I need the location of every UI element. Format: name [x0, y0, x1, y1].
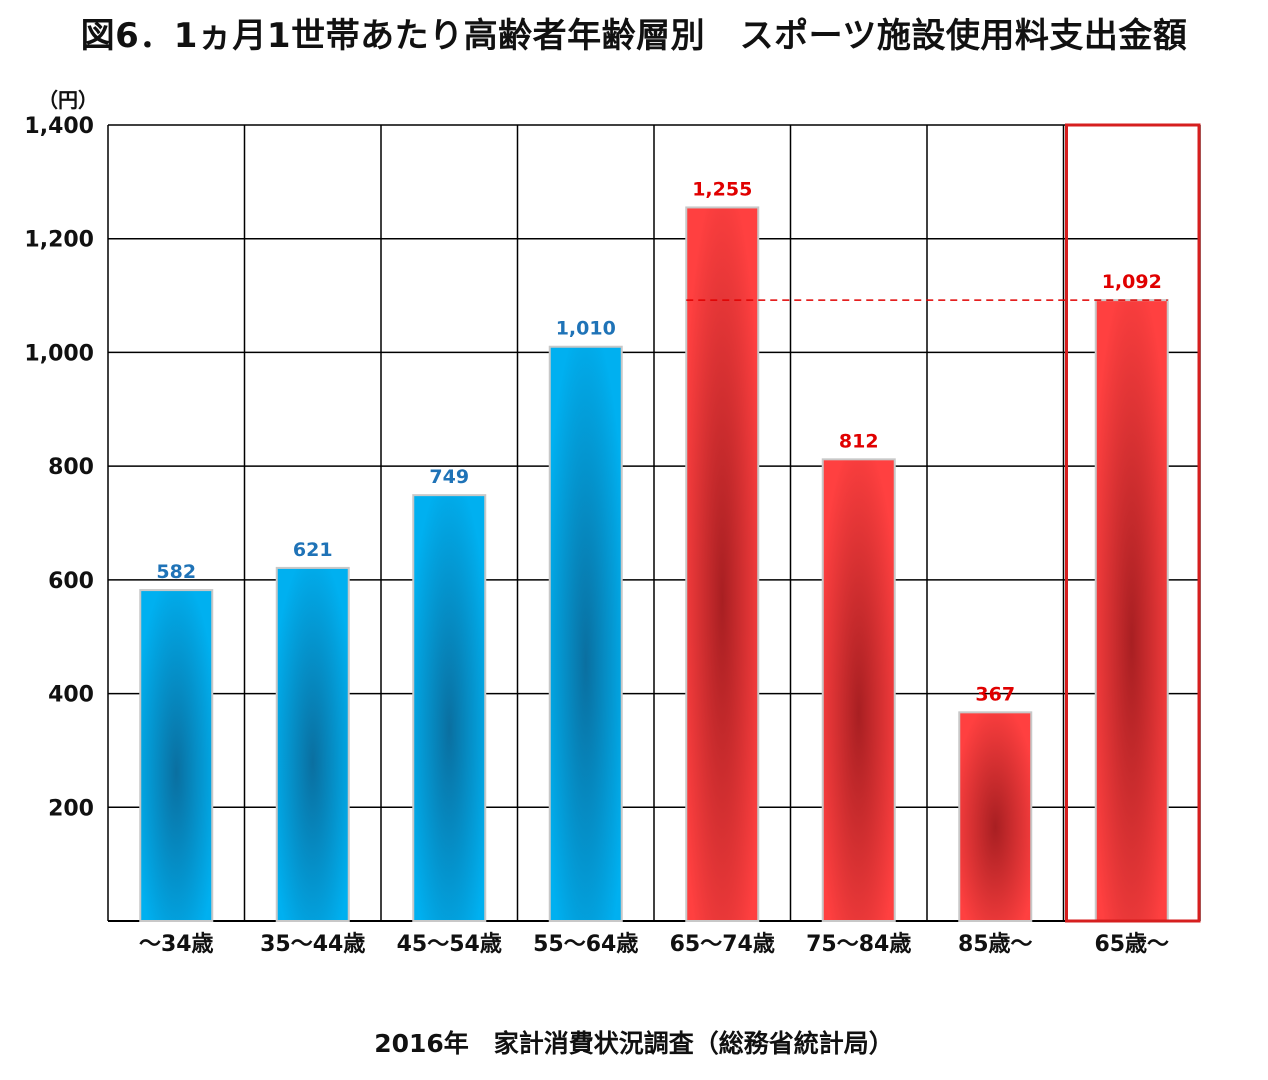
bar-3	[412, 494, 487, 922]
bar-value-label: 621	[293, 539, 333, 561]
bar-6	[821, 458, 896, 922]
x-category-label: 65～74歳	[670, 932, 775, 957]
x-category-label: 65歳～	[1094, 932, 1169, 957]
y-tick-label: 1,200	[24, 228, 94, 253]
x-category-label: 45～54歳	[397, 932, 502, 957]
x-category-label: 55～64歳	[533, 932, 638, 957]
y-tick-label: 600	[48, 569, 94, 594]
bar-1	[139, 589, 214, 922]
bar-value-label: 812	[839, 430, 879, 452]
y-tick-label: 1,000	[24, 341, 94, 366]
grid	[107, 124, 1201, 922]
bar-value-label: 1,092	[1102, 271, 1162, 293]
bar-value-label: 1,010	[556, 318, 616, 340]
bar-4	[548, 345, 623, 922]
y-tick-label: 400	[48, 683, 94, 708]
bar-value-label: 367	[975, 683, 1015, 705]
highlight-frame	[1065, 123, 1201, 923]
overlays	[686, 123, 1201, 923]
bar-8	[1094, 299, 1169, 922]
bar-value-label: 582	[156, 561, 196, 583]
bar-value-label: 749	[429, 466, 469, 488]
x-category-label: 35～44歳	[260, 932, 365, 957]
chart-title: 図6．1ヵ月1世帯あたり高齢者年齢層別 スポーツ施設使用料支出金額	[80, 16, 1188, 56]
x-category-label: ～34歳	[139, 932, 214, 957]
bar-7	[958, 711, 1033, 922]
bars	[139, 206, 1169, 922]
bar-2	[275, 566, 350, 922]
labels: 200 400 600 800 1,000 1,200 1,400 582 ～34歳 621 35～…	[24, 114, 1169, 957]
bar-value-label: 1,255	[692, 178, 752, 200]
y-tick-label: 200	[48, 796, 94, 821]
y-tick-label: 800	[48, 455, 94, 480]
x-category-label: 75～84歳	[806, 932, 911, 957]
y-axis-unit-label: （円）	[38, 88, 98, 112]
y-tick-label: 1,400	[24, 114, 94, 139]
bar-5	[685, 206, 760, 922]
source-note: 2016年 家計消費状況調査（総務省統計局）	[374, 1029, 894, 1058]
x-category-label: 85歳～	[958, 932, 1033, 957]
